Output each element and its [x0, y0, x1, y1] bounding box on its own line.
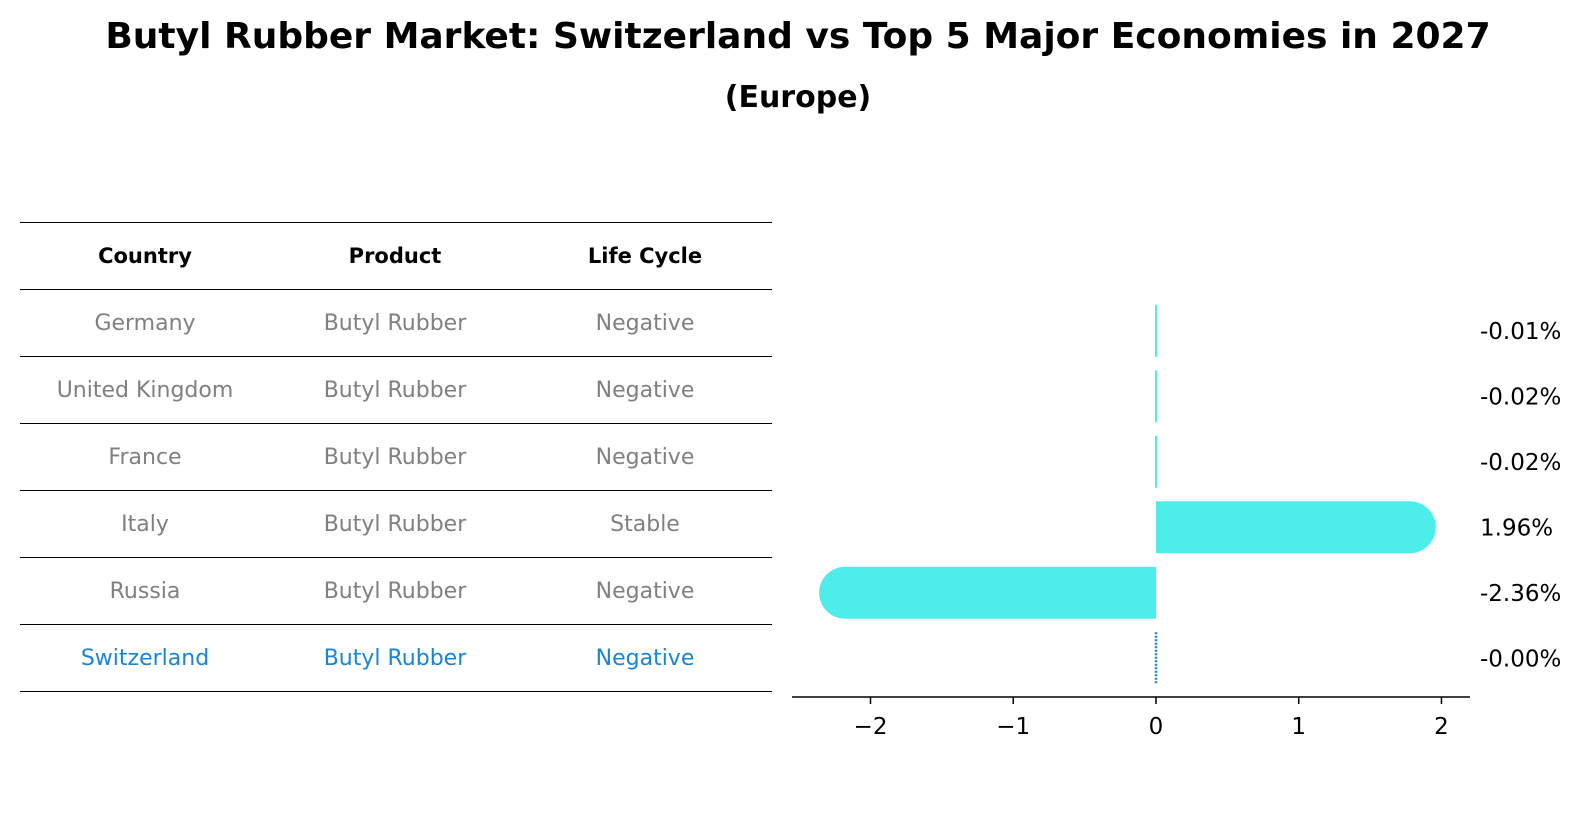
- cell-country: Italy: [121, 511, 169, 537]
- header-country: Country: [98, 244, 192, 268]
- cell-product: Butyl Rubber: [323, 444, 467, 470]
- table-row: Germany Butyl Rubber Negative: [20, 289, 772, 356]
- bar-4: [819, 566, 1156, 619]
- cell-country: France: [108, 444, 182, 470]
- x-tick-label-4: 2: [1434, 714, 1449, 740]
- x-tick-label-2: 0: [1149, 714, 1164, 740]
- header-life-cycle: Life Cycle: [587, 244, 703, 268]
- bar-1: [1154, 370, 1157, 423]
- value-label-0: -0.01%: [1480, 319, 1561, 345]
- table-row: France Butyl Rubber Negative: [20, 423, 772, 490]
- cell-life-cycle: Negative: [595, 578, 695, 604]
- cell-life-cycle: Negative: [595, 645, 695, 671]
- cell-product: Butyl Rubber: [323, 578, 467, 604]
- x-tick-label-3: 1: [1291, 714, 1306, 740]
- bar-0: [1154, 304, 1157, 357]
- cell-product: Butyl Rubber: [323, 511, 467, 537]
- cell-life-cycle: Negative: [595, 444, 695, 470]
- cell-product: Butyl Rubber: [323, 645, 467, 671]
- table-row-highlighted: Switzerland Butyl Rubber Negative: [20, 624, 772, 692]
- cell-country: Russia: [109, 578, 181, 604]
- table-row: Russia Butyl Rubber Negative: [20, 557, 772, 624]
- comparison-table: Country Product Life Cycle Germany Butyl…: [20, 222, 772, 692]
- x-tick-label-1: −1: [996, 714, 1030, 740]
- table-header-row: Country Product Life Cycle: [20, 222, 772, 289]
- chart-subtitle: (Europe): [724, 80, 872, 115]
- header-product: Product: [348, 244, 442, 268]
- value-label-2: -0.02%: [1480, 450, 1561, 476]
- value-label-5: -0.00%: [1480, 646, 1561, 672]
- value-label-4: -2.36%: [1480, 581, 1561, 607]
- value-label-1: -0.02%: [1480, 384, 1561, 410]
- bar-3: [1155, 501, 1436, 554]
- cell-life-cycle: Negative: [595, 377, 695, 403]
- cell-product: Butyl Rubber: [323, 310, 467, 336]
- table-row: Italy Butyl Rubber Stable: [20, 490, 772, 557]
- cell-country: Switzerland: [80, 645, 210, 671]
- value-label-3: 1.96%: [1480, 515, 1553, 541]
- x-tick-label-0: −2: [854, 714, 888, 740]
- cell-country: Germany: [94, 310, 196, 336]
- table-row: United Kingdom Butyl Rubber Negative: [20, 356, 772, 423]
- chart-title: Butyl Rubber Market: Switzerland vs Top …: [105, 16, 1491, 57]
- cell-life-cycle: Stable: [610, 511, 680, 537]
- cell-product: Butyl Rubber: [323, 377, 467, 403]
- cell-life-cycle: Negative: [595, 310, 695, 336]
- bar-2: [1154, 435, 1157, 488]
- cell-country: United Kingdom: [56, 377, 234, 403]
